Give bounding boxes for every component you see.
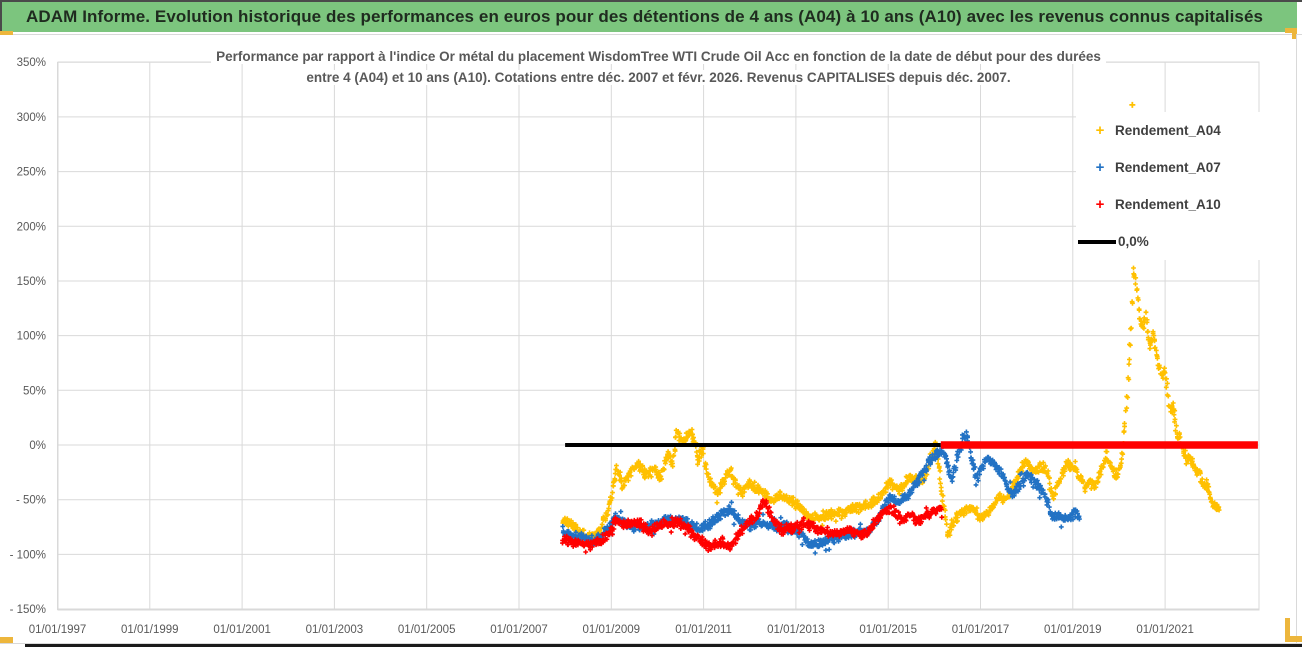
legend-label-a07: Rendement_A07 xyxy=(1115,160,1221,175)
y-tick-label: 0% xyxy=(29,440,46,452)
chart-title[interactable]: Performance par rapport à l'indice Or mé… xyxy=(58,46,1259,88)
y-tick-label: 50% xyxy=(23,385,46,397)
header-top-border xyxy=(0,0,1302,2)
bottom-black-bar xyxy=(25,644,1302,647)
plus-marker-icon-a07: + xyxy=(1095,159,1105,176)
amber-accent-bottom-right-h xyxy=(1285,636,1302,642)
x-tick-label: 01/01/2007 xyxy=(490,624,548,636)
y-tick-label: 150% xyxy=(17,276,46,288)
y-tick-label: - 100% xyxy=(10,549,46,561)
x-tick-label: 01/01/2021 xyxy=(1136,624,1194,636)
legend-label-a04: Rendement_A04 xyxy=(1115,123,1221,138)
plus-marker-icon-a04: + xyxy=(1095,122,1105,139)
x-tick-label: 01/01/2015 xyxy=(859,624,917,636)
y-tick-label: - 50% xyxy=(16,495,46,507)
x-tick-label: 01/01/2019 xyxy=(1044,624,1102,636)
x-tick-label: 01/01/2005 xyxy=(398,624,456,636)
x-tick-label: 01/01/1997 xyxy=(29,624,87,636)
header-divider xyxy=(0,34,1302,35)
chart-title-line2: entre 4 (A04) et 10 ans (A10). Cotations… xyxy=(301,70,1016,85)
x-tick-label: 01/01/2009 xyxy=(583,624,641,636)
y-tick-label: - 150% xyxy=(10,604,46,616)
y-tick-label: 350% xyxy=(17,57,46,69)
legend-item-rendement-a04[interactable]: + Rendement_A04 xyxy=(1076,113,1262,149)
chart-legend[interactable]: + Rendement_A04 + Rendement_A07 + Rendem… xyxy=(1076,112,1262,260)
legend-label-zero: 0,0% xyxy=(1118,234,1149,249)
x-tick-label: 01/01/2017 xyxy=(952,624,1010,636)
legend-label-a10: Rendement_A10 xyxy=(1115,197,1221,212)
legend-item-rendement-a07[interactable]: + Rendement_A07 xyxy=(1076,150,1262,186)
amber-accent-bottom-right-v xyxy=(1285,618,1290,640)
chart-title-line1: Performance par rapport à l'indice Or mé… xyxy=(211,49,1106,64)
y-tick-label: 100% xyxy=(17,331,46,343)
legend-item-zero-line[interactable]: 0,0% xyxy=(1076,224,1262,260)
amber-accent-top-right-h xyxy=(1285,28,1297,33)
x-tick-label: 01/01/2001 xyxy=(213,624,271,636)
amber-accent-header-left xyxy=(0,31,13,35)
y-tick-label: 250% xyxy=(17,167,46,179)
y-tick-label: 300% xyxy=(17,112,46,124)
header-bar[interactable]: ADAM Informe. Evolution historique des p… xyxy=(0,2,1297,32)
x-tick-label: 01/01/2013 xyxy=(767,624,825,636)
sheet-right-gridline xyxy=(1296,34,1297,643)
x-tick-label: 01/01/2011 xyxy=(675,624,732,636)
y-tick-label: 200% xyxy=(17,221,46,233)
plus-marker-icon-a10: + xyxy=(1095,196,1105,213)
zero-line-sample-icon xyxy=(1078,239,1116,244)
amber-accent-top-right-v xyxy=(1292,28,1297,39)
x-tick-label: 01/01/1999 xyxy=(121,624,179,636)
outlier-point-a04 xyxy=(1129,101,1136,108)
amber-accent-bottom-left xyxy=(0,637,13,643)
sheet-bottom-gridline xyxy=(0,643,1302,644)
header-title: ADAM Informe. Evolution historique des p… xyxy=(26,7,1264,26)
x-tick-label: 01/01/2003 xyxy=(306,624,364,636)
legend-item-rendement-a10[interactable]: + Rendement_A10 xyxy=(1076,187,1262,223)
series-points-rendement_a10 xyxy=(560,497,945,555)
